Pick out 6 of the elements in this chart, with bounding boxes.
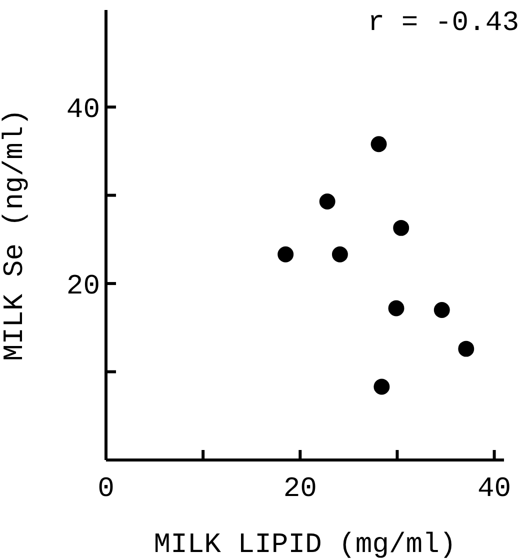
x-axis-title: MILK LIPID (mg/ml) (154, 530, 456, 560)
x-tick-label: 20 (283, 474, 317, 505)
y-axis-title: MILK Se (ng/ml) (0, 108, 31, 362)
x-tick-label: 0 (98, 474, 114, 505)
annotation: r = -0.43 (368, 8, 519, 39)
x-tick-label: 40 (477, 474, 512, 505)
